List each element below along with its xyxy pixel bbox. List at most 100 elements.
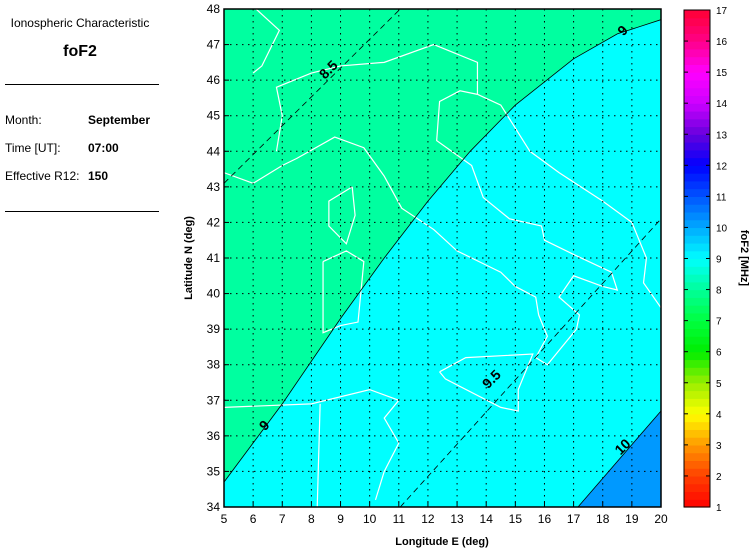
colorbar-band [684, 382, 710, 392]
colorbar-band [684, 274, 710, 283]
colorbar-band [684, 398, 710, 407]
colorbar-band [684, 406, 710, 415]
y-tick-label: 44 [207, 144, 221, 158]
colorbar-band [684, 367, 710, 376]
colorbar-band [684, 110, 710, 120]
colorbar-band [684, 142, 710, 151]
x-tick-label: 6 [250, 512, 257, 526]
colorbar-tick-label: 13 [716, 130, 728, 141]
colorbar-band [684, 266, 710, 275]
colorbar-tick-label: 17 [716, 6, 728, 17]
x-tick-label: 14 [480, 512, 494, 526]
colorbar-band [684, 95, 710, 104]
colorbar-band [684, 196, 710, 205]
coastline [275, 43, 479, 152]
colorbar-band [684, 320, 710, 329]
colorbar-tick-label: 9 [716, 255, 722, 266]
x-tick-label: 19 [625, 512, 639, 526]
r12-value: 150 [88, 169, 109, 183]
x-tick-label: 17 [567, 512, 581, 526]
x-tick-label: 9 [337, 512, 344, 526]
chart-title: Ionospheric Characteristic [10, 16, 150, 30]
colorbar-band [684, 25, 710, 34]
colorbar-tick-label: 8 [716, 286, 722, 297]
month-label: Month: [5, 113, 42, 127]
colorbar-band [684, 491, 710, 500]
colorbar-tick-label: 11 [716, 192, 727, 203]
colorbar-band [684, 413, 710, 423]
y-tick-label: 48 [207, 2, 221, 16]
colorbar-band [684, 103, 710, 112]
heatmap-fills [224, 9, 661, 507]
colorbar-tick-label: 7 [716, 317, 722, 328]
colorbar-tick-label: 14 [716, 99, 728, 110]
x-axis-label: Longitude E (deg) [395, 536, 489, 548]
colorbar-band [684, 359, 710, 368]
y-tick-label: 37 [207, 393, 221, 407]
colorbar-band [684, 149, 710, 159]
coastline [224, 90, 661, 366]
colorbar-band [684, 219, 710, 229]
contour-line-9.5 [399, 218, 661, 507]
colorbar-tick-label: 12 [716, 161, 728, 172]
coastline [322, 250, 365, 334]
y-tick-label: 36 [207, 429, 221, 443]
contour-line-9 [224, 19, 661, 483]
colorbar-band [684, 235, 710, 244]
y-tick-label: 45 [207, 109, 221, 123]
x-tick-label: 15 [509, 512, 523, 526]
colorbar-band [684, 281, 710, 291]
colorbar-band [684, 336, 710, 345]
y-tick-label: 43 [207, 180, 221, 194]
colorbar-band [684, 10, 710, 19]
colorbar-tick-label: 4 [716, 410, 722, 421]
region-8-9 [224, 9, 661, 483]
colorbar-band [684, 343, 710, 353]
colorbar-band [684, 56, 710, 65]
coastline [224, 388, 400, 501]
x-tick-label: 5 [221, 512, 228, 526]
colorbar-band [684, 17, 710, 27]
y-tick-label: 38 [207, 358, 221, 372]
r12-label: Effective R12: [5, 169, 80, 183]
x-tick-label: 7 [279, 512, 286, 526]
colorbar-band [684, 134, 710, 143]
colorbar-band [684, 452, 710, 462]
x-tick-label: 20 [654, 512, 668, 526]
coastline [316, 403, 321, 507]
colorbar-tick-label: 15 [716, 68, 728, 79]
divider [5, 211, 159, 212]
colorbar-band [684, 460, 710, 469]
colorbar-tick-label: 1 [716, 503, 722, 514]
y-tick-label: 35 [207, 464, 221, 478]
colorbar-band [684, 312, 710, 322]
gridlines [224, 9, 661, 507]
colorbar-band [684, 173, 710, 182]
colorbar-band [684, 444, 710, 454]
colorbar-band [684, 41, 710, 50]
colorbar-band [684, 211, 710, 221]
colorbar-band [684, 250, 710, 260]
colorbar-band [684, 87, 710, 97]
colorbar-band [684, 421, 710, 430]
divider [5, 84, 159, 85]
contour-line-10 [577, 410, 661, 507]
colorbar-band [684, 79, 710, 89]
month-value: September [88, 113, 151, 127]
colorbar-band [684, 437, 710, 446]
colorbar-band [684, 188, 710, 197]
colorbar-band [684, 48, 710, 58]
colorbar-tick-label: 2 [716, 472, 722, 483]
colorbar-band [684, 180, 710, 190]
x-tick-label: 10 [363, 512, 377, 526]
x-tick-label: 8 [308, 512, 315, 526]
y-tick-label: 39 [207, 322, 221, 336]
contour-line-8.5 [224, 9, 401, 184]
y-tick-label: 42 [207, 215, 221, 229]
colorbar-tick-label: 10 [716, 223, 728, 234]
time-label: Time [UT]: [5, 141, 61, 155]
parameter-name: foF2 [63, 43, 97, 60]
time-value: 07:00 [88, 141, 119, 155]
